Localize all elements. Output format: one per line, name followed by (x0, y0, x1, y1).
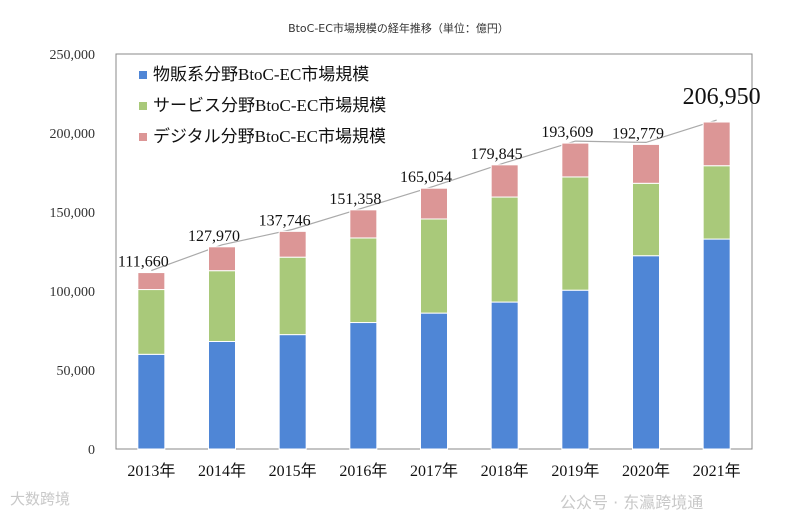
chart-title: BtoC-EC市場規模の経年推移（単位：億円） (288, 22, 509, 35)
y-tick-label: 0 (88, 443, 95, 458)
y-tick-label: 100,000 (50, 285, 96, 300)
legend-label: サービス分野BtoC-EC市場規模 (153, 96, 386, 115)
total-label: 165,054 (400, 169, 452, 186)
bar-segment-2 (137, 272, 166, 291)
total-label: 137,746 (259, 212, 311, 229)
bar-segment-1 (278, 256, 307, 336)
legend-label: 物販系分野BtoC-EC市場規模 (153, 65, 369, 84)
total-label: 151,358 (329, 191, 381, 208)
bar-segment-2 (702, 121, 731, 167)
total-label: 192,779 (612, 125, 664, 142)
bar-segment-2 (208, 246, 236, 272)
bar-segment-0 (490, 301, 519, 450)
bar-segment-1 (561, 176, 590, 291)
bar-segment-0 (702, 238, 731, 450)
bar-segment-2 (490, 164, 519, 198)
x-tick-label: 2013年 (127, 462, 175, 480)
bar-segment-0 (349, 322, 378, 450)
bar-segment-1 (420, 218, 448, 314)
bar-segment-0 (561, 289, 590, 450)
bar-segment-2 (632, 143, 660, 184)
bar-segment-0 (208, 340, 236, 450)
x-tick-label: 2014年 (198, 462, 246, 480)
bar-segment-1 (632, 182, 660, 257)
x-tick-label: 2020年 (622, 462, 670, 480)
total-label: 193,609 (541, 124, 593, 141)
bar-segment-1 (208, 270, 236, 342)
x-tick-label: 2021年 (693, 462, 741, 480)
total-connector-line (151, 119, 717, 272)
bar-segment-0 (420, 312, 448, 450)
x-tick-label: 2017年 (410, 462, 458, 480)
x-tick-label: 2019年 (551, 462, 599, 480)
y-tick-label: 250,000 (50, 48, 96, 63)
x-tick-label: 2015年 (269, 462, 317, 480)
legend-label: デジタル分野BtoC-EC市場規模 (153, 126, 386, 146)
bar-segment-2 (420, 187, 448, 220)
bar-segment-0 (632, 255, 660, 450)
bar-segment-2 (278, 230, 307, 258)
bar-segment-2 (349, 209, 378, 239)
x-tick-label: 2016年 (339, 462, 387, 480)
total-label: 127,970 (188, 228, 240, 245)
y-tick-label: 50,000 (57, 364, 96, 379)
y-tick-label: 200,000 (50, 127, 96, 142)
y-tick-label: 150,000 (50, 206, 96, 221)
legend-swatch (139, 133, 147, 141)
bar-segment-1 (490, 196, 519, 303)
bar-segment-0 (278, 334, 307, 450)
total-label: 111,660 (118, 254, 169, 271)
total-label: 206,950 (683, 84, 761, 110)
legend-swatch (139, 71, 147, 79)
watermark-right: 公众号 · 东瀛跨境通 (560, 493, 704, 512)
bar-segment-1 (702, 165, 731, 240)
watermark-left: 大数跨境 (10, 490, 71, 508)
total-label: 179,845 (471, 146, 523, 163)
x-tick-label: 2018年 (481, 462, 529, 480)
legend-swatch (139, 102, 147, 110)
bar-segment-2 (561, 142, 590, 178)
bar-segment-1 (349, 237, 378, 324)
bar-segment-0 (137, 353, 166, 450)
bar-segment-1 (137, 289, 166, 355)
